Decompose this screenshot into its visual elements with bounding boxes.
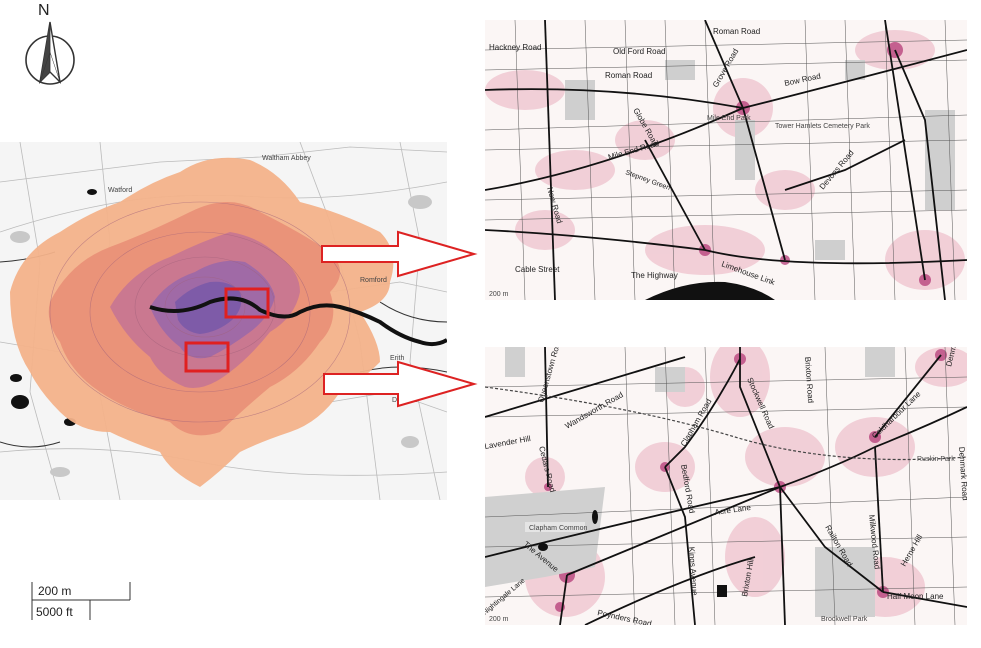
inset-map-east-london: Hackney Road Old Ford Road Roman Road Ro… (484, 19, 968, 301)
road-half-moon-lane: Half Moon Lane (887, 592, 944, 601)
scale-metric: 200 m (38, 584, 71, 598)
label-romford: Romford (360, 277, 387, 284)
north-label: N (38, 2, 50, 19)
highlight-box-east (224, 287, 270, 319)
road-hackney-road: Hackney Road (489, 43, 541, 52)
north-arrow-icon (25, 21, 75, 85)
road-denmark-road: Denmark Road (957, 447, 967, 501)
arrow-icon-top (321, 230, 478, 278)
label-ruskin-park: Ruskin Park (917, 456, 955, 463)
scale-bar: 200 m 5000 ft (31, 582, 131, 620)
label-clapham-common: Clapham Common (529, 525, 587, 532)
arrow-icon-bottom (323, 360, 478, 408)
inset-bottom-scale: 200 m (489, 616, 509, 623)
road-old-ford-road: Old Ford Road (613, 47, 665, 56)
road-cable-street: Cable Street (515, 265, 560, 274)
label-waltham-abbey: Waltham Abbey (262, 155, 311, 162)
label-watford: Watford (108, 187, 132, 194)
label-mile-end-park: Mile End Park (707, 115, 751, 122)
overview-map: Waltham Abbey Romford Erith Dartford Wat… (0, 141, 449, 501)
inset-map-south-london: Queenstown Road Wandsworth Road Clapham … (482, 321, 975, 628)
scale-imperial: 5000 ft (36, 605, 73, 619)
label-erith: Erith (390, 355, 405, 362)
road-kings-avenue: Kings Avenue (687, 547, 699, 597)
road-roman-road-1: Roman Road (713, 27, 760, 36)
label-tower-hamlets-cemetery-park: Tower Hamlets Cemetery Park (775, 123, 870, 130)
label-brockwell-park: Brockwell Park (821, 616, 868, 623)
road-the-highway: The Highway (631, 271, 678, 280)
road-brixton-road: Brixton Road (803, 357, 815, 404)
inset-top-scale: 200 m (489, 291, 509, 298)
road-roman-road-2: Roman Road (605, 71, 652, 80)
highlight-box-south (184, 341, 230, 373)
